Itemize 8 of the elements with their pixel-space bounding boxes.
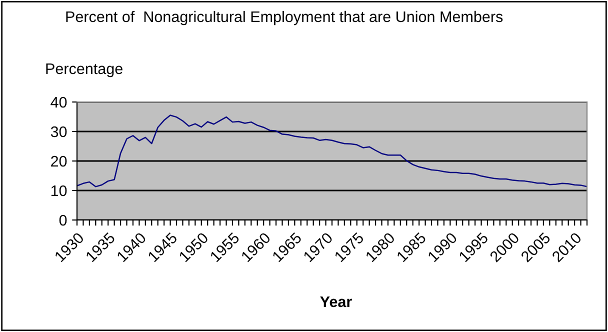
y-tick-label: 0 bbox=[59, 214, 67, 226]
y-tick-label: 10 bbox=[51, 185, 67, 196]
y-axis-title: Percentage bbox=[46, 63, 122, 78]
y-tick-label: 20 bbox=[51, 156, 67, 167]
y-tick-label: 30 bbox=[50, 126, 67, 138]
chart-title: Percent of Nonagricultural Employment that are Union Members bbox=[66, 10, 503, 26]
y-tick-label: 40 bbox=[50, 96, 67, 108]
x-axis-title: Year bbox=[320, 296, 352, 308]
